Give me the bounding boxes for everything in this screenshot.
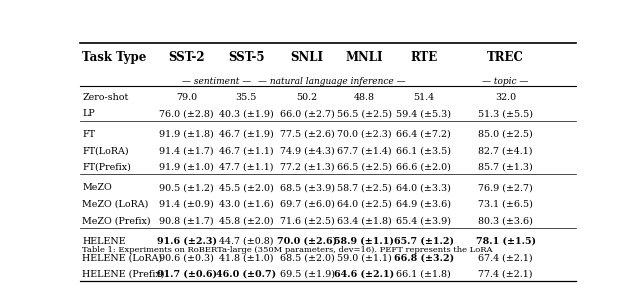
- Text: FT(LoRA): FT(LoRA): [83, 146, 129, 155]
- Text: 48.8: 48.8: [354, 93, 374, 102]
- Text: 66.0 (±2.7): 66.0 (±2.7): [280, 109, 335, 118]
- Text: 46.0 (±0.7): 46.0 (±0.7): [216, 270, 276, 279]
- Text: 66.6 (±2.0): 66.6 (±2.0): [396, 163, 451, 172]
- Text: 71.6 (±2.5): 71.6 (±2.5): [280, 216, 335, 225]
- Text: 68.5 (±3.9): 68.5 (±3.9): [280, 183, 335, 192]
- Text: 91.4 (±0.9): 91.4 (±0.9): [159, 200, 214, 209]
- Text: 50.2: 50.2: [296, 93, 317, 102]
- Text: 78.1 (±1.5): 78.1 (±1.5): [476, 237, 536, 246]
- Text: 51.4: 51.4: [413, 93, 435, 102]
- Text: SST-2: SST-2: [168, 51, 205, 64]
- Text: 65.7 (±1.2): 65.7 (±1.2): [394, 237, 454, 246]
- Text: 74.9 (±4.3): 74.9 (±4.3): [280, 146, 335, 155]
- Text: 45.5 (±2.0): 45.5 (±2.0): [219, 183, 273, 192]
- Text: 44.7 (±0.8): 44.7 (±0.8): [219, 237, 273, 246]
- Text: 58.7 (±2.5): 58.7 (±2.5): [337, 183, 392, 192]
- Text: 59.0 (±1.1): 59.0 (±1.1): [337, 253, 392, 262]
- Text: 70.0 (±2.6): 70.0 (±2.6): [277, 237, 337, 246]
- Text: — sentiment —: — sentiment —: [182, 77, 251, 86]
- Text: 66.5 (±2.5): 66.5 (±2.5): [337, 163, 392, 172]
- Text: 79.0: 79.0: [176, 93, 197, 102]
- Text: 82.7 (±4.1): 82.7 (±4.1): [478, 146, 533, 155]
- Text: 66.4 (±7.2): 66.4 (±7.2): [396, 130, 451, 139]
- Text: 90.6 (±0.3): 90.6 (±0.3): [159, 253, 214, 262]
- Text: 91.6 (±2.3): 91.6 (±2.3): [157, 237, 216, 246]
- Text: 66.8 (±3.2): 66.8 (±3.2): [394, 253, 454, 262]
- Text: 64.0 (±2.5): 64.0 (±2.5): [337, 200, 392, 209]
- Text: — topic —: — topic —: [483, 77, 529, 86]
- Text: MeZO (LoRA): MeZO (LoRA): [83, 200, 149, 209]
- Text: LP: LP: [83, 109, 95, 118]
- Text: 56.5 (±2.5): 56.5 (±2.5): [337, 109, 392, 118]
- Text: HELENE (Prefix): HELENE (Prefix): [83, 270, 165, 279]
- Text: 59.4 (±5.3): 59.4 (±5.3): [396, 109, 451, 118]
- Text: 68.5 (±2.0): 68.5 (±2.0): [280, 253, 335, 262]
- Text: RTE: RTE: [410, 51, 437, 64]
- Text: 32.0: 32.0: [495, 93, 516, 102]
- Text: 40.3 (±1.9): 40.3 (±1.9): [219, 109, 273, 118]
- Text: 41.8 (±1.0): 41.8 (±1.0): [219, 253, 273, 262]
- Text: 90.8 (±1.7): 90.8 (±1.7): [159, 216, 214, 225]
- Text: SST-5: SST-5: [228, 51, 264, 64]
- Text: 69.7 (±6.0): 69.7 (±6.0): [280, 200, 335, 209]
- Text: 91.7 (±0.6): 91.7 (±0.6): [157, 270, 216, 279]
- Text: 90.5 (±1.2): 90.5 (±1.2): [159, 183, 214, 192]
- Text: MeZO: MeZO: [83, 183, 112, 192]
- Text: 66.1 (±1.8): 66.1 (±1.8): [396, 270, 451, 279]
- Text: 46.7 (±1.1): 46.7 (±1.1): [219, 146, 273, 155]
- Text: 65.4 (±3.9): 65.4 (±3.9): [396, 216, 451, 225]
- Text: HELENE: HELENE: [83, 237, 126, 246]
- Text: FT: FT: [83, 130, 95, 139]
- Text: Zero-shot: Zero-shot: [83, 93, 129, 102]
- Text: 85.0 (±2.5): 85.0 (±2.5): [478, 130, 533, 139]
- Text: 85.7 (±1.3): 85.7 (±1.3): [478, 163, 533, 172]
- Text: 64.9 (±3.6): 64.9 (±3.6): [396, 200, 451, 209]
- Text: 77.5 (±2.6): 77.5 (±2.6): [280, 130, 335, 139]
- Text: 64.6 (±2.1): 64.6 (±2.1): [334, 270, 394, 279]
- Text: — natural language inference —: — natural language inference —: [258, 77, 406, 86]
- Text: 70.0 (±2.3): 70.0 (±2.3): [337, 130, 392, 139]
- Text: 51.3 (±5.5): 51.3 (±5.5): [478, 109, 533, 118]
- Text: 69.5 (±1.9): 69.5 (±1.9): [280, 270, 335, 279]
- Text: 45.8 (±2.0): 45.8 (±2.0): [219, 216, 273, 225]
- Text: HELENE (LoRA): HELENE (LoRA): [83, 253, 163, 262]
- Text: MNLI: MNLI: [346, 51, 383, 64]
- Text: 63.4 (±1.8): 63.4 (±1.8): [337, 216, 392, 225]
- Text: 91.4 (±1.7): 91.4 (±1.7): [159, 146, 214, 155]
- Text: 35.5: 35.5: [236, 93, 257, 102]
- Text: MeZO (Prefix): MeZO (Prefix): [83, 216, 151, 225]
- Text: 76.0 (±2.8): 76.0 (±2.8): [159, 109, 214, 118]
- Text: 73.1 (±6.5): 73.1 (±6.5): [478, 200, 533, 209]
- Text: Table 1: Experiments on RoBERTa-large (350M parameters, dev=16). PEFT represents: Table 1: Experiments on RoBERTa-large (3…: [83, 246, 493, 254]
- Text: 77.4 (±2.1): 77.4 (±2.1): [478, 270, 533, 279]
- Text: 91.9 (±1.0): 91.9 (±1.0): [159, 163, 214, 172]
- Text: 76.9 (±2.7): 76.9 (±2.7): [478, 183, 533, 192]
- Text: 77.2 (±1.3): 77.2 (±1.3): [280, 163, 335, 172]
- Text: 91.9 (±1.8): 91.9 (±1.8): [159, 130, 214, 139]
- Text: 47.7 (±1.1): 47.7 (±1.1): [219, 163, 273, 172]
- Text: 43.0 (±1.6): 43.0 (±1.6): [219, 200, 273, 209]
- Text: 64.0 (±3.3): 64.0 (±3.3): [396, 183, 451, 192]
- Text: 66.1 (±3.5): 66.1 (±3.5): [396, 146, 451, 155]
- Text: 46.7 (±1.9): 46.7 (±1.9): [219, 130, 273, 139]
- Text: Task Type: Task Type: [83, 51, 147, 64]
- Text: SNLI: SNLI: [291, 51, 324, 64]
- Text: 67.4 (±2.1): 67.4 (±2.1): [478, 253, 533, 262]
- Text: FT(Prefix): FT(Prefix): [83, 163, 131, 172]
- Text: 80.3 (±3.6): 80.3 (±3.6): [478, 216, 533, 225]
- Text: 58.9 (±1.1): 58.9 (±1.1): [334, 237, 394, 246]
- Text: 67.7 (±1.4): 67.7 (±1.4): [337, 146, 392, 155]
- Text: TREC: TREC: [487, 51, 524, 64]
